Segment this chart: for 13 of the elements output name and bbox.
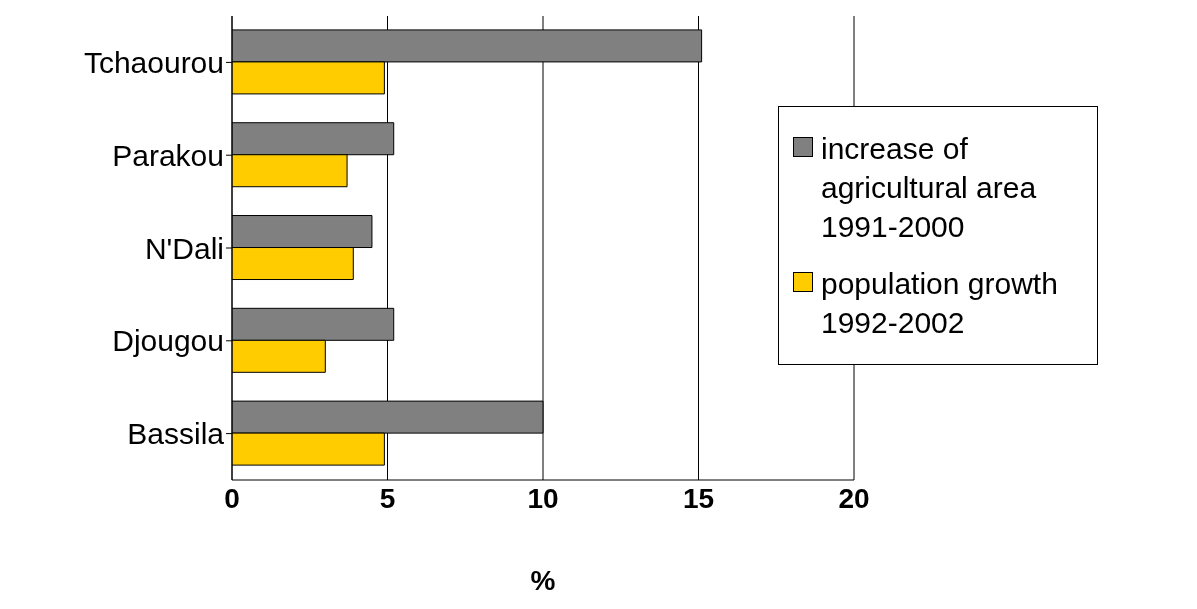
x-tick-label: 10 bbox=[527, 482, 559, 514]
legend-label: population growth 1992-2002 bbox=[821, 266, 1059, 341]
y-tick-label: Djougou bbox=[112, 324, 224, 358]
legend-label: increase of agricultural area 1991-2000 bbox=[821, 131, 1038, 245]
y-tick-label: Tchaourou bbox=[83, 46, 224, 80]
x-tick-label: 15 bbox=[682, 482, 715, 514]
y-tick-label: N'Dali bbox=[144, 231, 224, 265]
x-tick-label: 0 bbox=[224, 482, 240, 514]
x-axis-title: % bbox=[530, 565, 556, 596]
y-tick-label: Parakou bbox=[112, 138, 224, 172]
x-tick-label: 5 bbox=[379, 482, 396, 514]
y-tick-label: Bassila bbox=[127, 417, 225, 451]
x-tick-label: 20 bbox=[838, 482, 870, 514]
